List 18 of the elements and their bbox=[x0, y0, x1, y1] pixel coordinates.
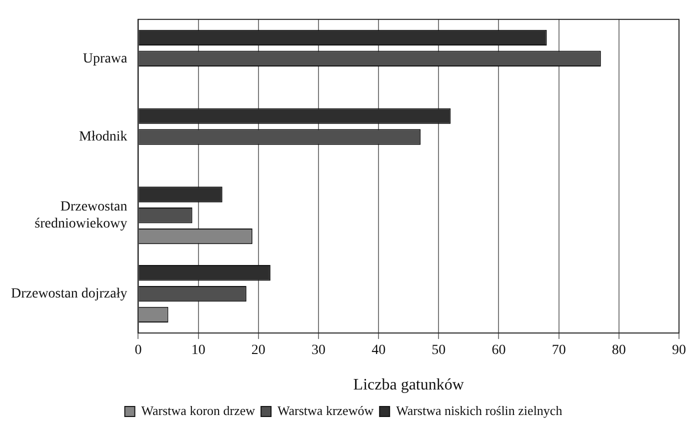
x-tick-label: 20 bbox=[251, 343, 266, 358]
y-tick-label: Uprawa bbox=[82, 51, 128, 66]
y-tick-label: Drzewostan dojrzały bbox=[10, 286, 128, 302]
y-tick-label: Młodnik bbox=[78, 130, 128, 145]
legend-label: Warstwa niskich roślin zielnych bbox=[396, 402, 563, 418]
x-tick-label: 0 bbox=[134, 343, 142, 358]
x-tick-label: 80 bbox=[612, 343, 626, 358]
x-tick-label: 90 bbox=[672, 343, 686, 358]
legend-label: Warstwa krzewów bbox=[278, 402, 374, 418]
x-tick-label: 50 bbox=[432, 343, 446, 358]
x-tick-label: 70 bbox=[552, 343, 566, 358]
x-tick-label: 10 bbox=[191, 343, 206, 358]
x-axis-title: Liczba gatunków bbox=[353, 376, 464, 394]
y-tick-label: Drzewostan średniowiekowy bbox=[34, 200, 128, 232]
x-tick-label: 60 bbox=[492, 343, 506, 358]
x-tick-label: 40 bbox=[372, 343, 386, 358]
legend-label: Warstwa koron drzew bbox=[141, 402, 256, 418]
x-tick-label: 30 bbox=[311, 343, 326, 358]
